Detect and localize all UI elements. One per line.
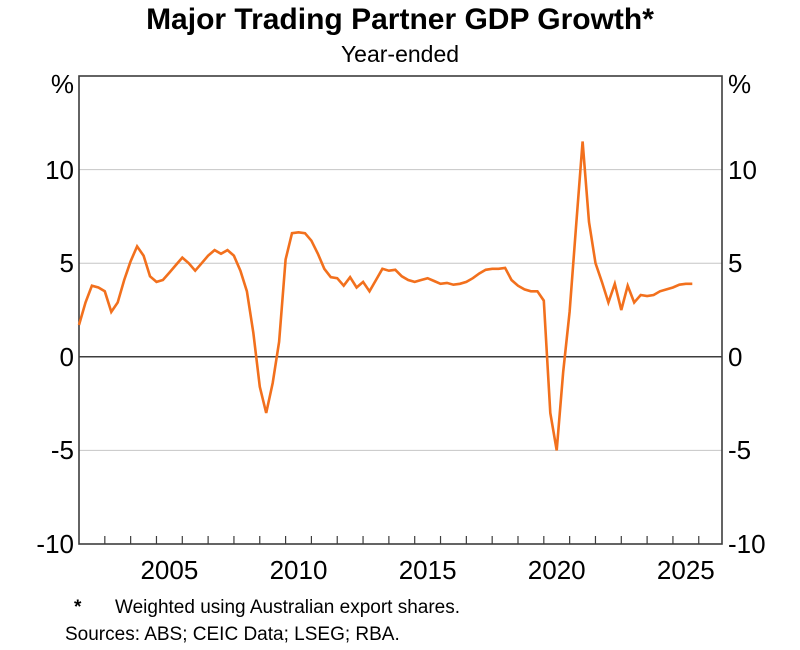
y-axis-unit-right: % <box>728 69 752 99</box>
x-axis-tick-label: 2015 <box>398 555 457 585</box>
y-axis-tick-label-right: 0 <box>728 341 743 372</box>
footnote-text: Weighted using Australian export shares. <box>115 597 461 618</box>
y-axis-tick-label-right: 10 <box>728 154 757 185</box>
chart-title: Major Trading Partner GDP Growth* <box>146 3 654 36</box>
x-axis-tick-label: 2010 <box>269 555 328 585</box>
footnote-marker: * <box>74 597 82 618</box>
x-axis-tick-label: 2005 <box>140 555 199 585</box>
y-axis-tick-label-left: -5 <box>50 435 74 466</box>
y-axis-tick-label-left: -10 <box>36 529 74 559</box>
y-axis-unit-left: % <box>50 69 74 99</box>
y-axis-tick-label-right: 5 <box>728 248 743 279</box>
y-axis-tick-label-left: 5 <box>59 248 74 279</box>
gdp-growth-data-line <box>77 141 693 451</box>
y-axis-tick-label-right: -5 <box>728 435 752 466</box>
x-axis-tick-label: 2025 <box>656 555 715 585</box>
plot-frame <box>78 75 723 545</box>
sources-text: Sources: ABS; CEIC Data; LSEG; RBA. <box>65 624 400 645</box>
chart-subtitle: Year-ended <box>340 41 460 67</box>
x-axis-tick-label: 2020 <box>527 555 586 585</box>
y-axis-tick-label-left: 0 <box>59 341 74 372</box>
y-axis-tick-label-right: -10 <box>728 529 766 559</box>
y-axis-tick-label-left: 10 <box>45 154 74 185</box>
